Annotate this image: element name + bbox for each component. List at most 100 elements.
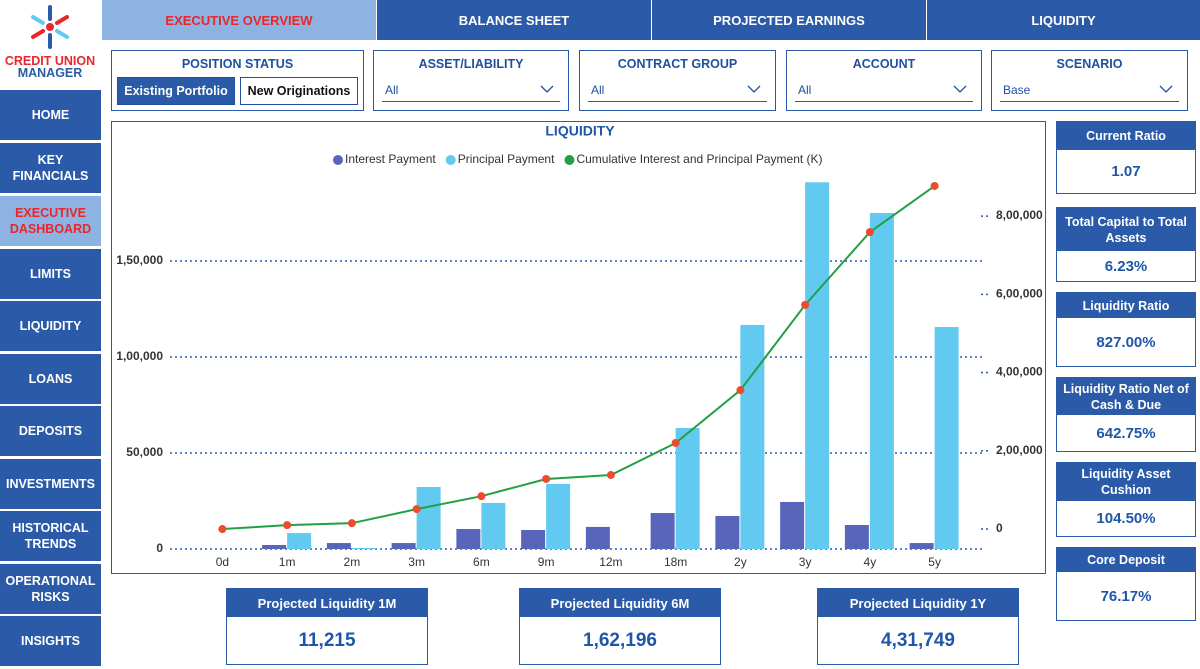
- legend-swatch: [564, 155, 575, 165]
- dropdown-value: All: [798, 83, 812, 97]
- bar: [909, 543, 934, 549]
- projected-card: Projected Liquidity 6M 1,62,196: [519, 588, 721, 665]
- chevron: [953, 85, 967, 93]
- nav-button[interactable]: INVESTMENTS: [0, 459, 101, 509]
- nav-button[interactable]: OPERATIONAL RISKS: [0, 564, 101, 614]
- projected-label: Projected Liquidity 1Y: [818, 589, 1018, 617]
- slicer-title: ASSET/LIABILITY: [418, 57, 524, 71]
- chart-title: LIQUIDITY: [545, 123, 615, 139]
- y2-tick-label: 4,00,000: [996, 365, 1043, 379]
- kpi-label: Liquidity Ratio: [1057, 293, 1195, 318]
- kpi-label: Core Deposit: [1057, 548, 1195, 572]
- line-marker: [412, 505, 421, 514]
- x-tick-label: 0d: [216, 555, 229, 569]
- line-marker: [606, 471, 615, 480]
- line-marker: [477, 492, 486, 501]
- tab[interactable]: LIQUIDITY: [927, 0, 1200, 40]
- kpi-label: Liquidity Ratio Net of Cash & Due: [1057, 378, 1195, 415]
- tab[interactable]: PROJECTED EARNINGS: [652, 0, 926, 40]
- kpi-value: 827.00%: [1096, 333, 1156, 351]
- kpi-card: Core Deposit 76.17%: [1056, 547, 1196, 621]
- kpi-card: Liquidity Ratio Net of Cash & Due 642.75%: [1056, 377, 1196, 452]
- line-marker: [347, 519, 356, 528]
- kpi-value: 642.75%: [1096, 424, 1156, 442]
- dropdown[interactable]: All: [795, 79, 973, 102]
- nav-button[interactable]: INSIGHTS: [0, 616, 101, 666]
- x-tick-label: 6m: [473, 555, 490, 569]
- bar: [546, 483, 571, 549]
- nav-button[interactable]: LOANS: [0, 354, 101, 404]
- nav-button[interactable]: EXECUTIVE DASHBOARD: [0, 196, 101, 246]
- bar: [715, 515, 740, 549]
- projected-card: Projected Liquidity 1Y 4,31,749: [817, 588, 1019, 665]
- kpi-label: Total Capital to Total Assets: [1057, 208, 1195, 251]
- kpi-value: 1.07: [1111, 163, 1141, 180]
- nav-button[interactable]: HISTORICAL TRENDS: [0, 511, 101, 561]
- line-marker: [671, 438, 680, 447]
- x-tick-label: 18m: [664, 555, 687, 569]
- bar: [780, 501, 805, 549]
- option-button[interactable]: New Originations: [240, 77, 358, 105]
- dropdown-value: Base: [1003, 83, 1031, 97]
- tab[interactable]: EXECUTIVE OVERVIEW: [102, 0, 376, 40]
- nav-button[interactable]: DEPOSITS: [0, 406, 101, 456]
- option-button[interactable]: Existing Portfolio: [117, 77, 235, 105]
- line: [222, 185, 936, 531]
- x-tick-label: 5y: [928, 555, 941, 569]
- bar: [740, 324, 765, 549]
- y-tick-label: 0: [156, 541, 163, 555]
- y2-tick-label: 6,00,000: [996, 286, 1043, 300]
- dropdown[interactable]: All: [382, 79, 560, 102]
- nav-button[interactable]: HOME: [0, 90, 101, 140]
- y2-tick-label: 2,00,000: [996, 443, 1043, 457]
- kpi-value: 6.23%: [1104, 257, 1148, 275]
- line-marker: [218, 525, 227, 534]
- bar: [326, 543, 351, 549]
- legend-swatch: [445, 155, 456, 165]
- kpi-label: Liquidity Asset Cushion: [1057, 463, 1195, 501]
- slicer: CONTRACT GROUP All: [579, 50, 776, 111]
- nav-button[interactable]: KEY FINANCIALS: [0, 143, 101, 193]
- x-tick-label: 3y: [799, 555, 812, 569]
- x-tick-label: 4y: [864, 555, 877, 569]
- projected-value: 4,31,749: [881, 629, 955, 651]
- projected-label: Projected Liquidity 1M: [227, 589, 427, 617]
- x-tick-label: 9m: [538, 555, 555, 569]
- slicer-title: ACCOUNT: [852, 57, 916, 71]
- dropdown[interactable]: Base: [1000, 79, 1179, 102]
- nav-button[interactable]: LIMITS: [0, 249, 101, 299]
- chevron: [747, 85, 761, 93]
- kpi-card: Total Capital to Total Assets 6.23%: [1056, 207, 1196, 282]
- line-marker: [542, 474, 551, 483]
- legend-label: Principal Payment: [458, 152, 555, 166]
- bar: [262, 544, 287, 549]
- bar: [456, 529, 481, 549]
- dropdown[interactable]: All: [588, 79, 767, 102]
- kpi-value: 76.17%: [1100, 587, 1152, 605]
- legend-label: Cumulative Interest and Principal Paymen…: [576, 152, 822, 166]
- projected-value: 11,215: [298, 629, 356, 651]
- position-status: POSITION STATUS: [111, 50, 364, 111]
- bar: [351, 548, 376, 549]
- tab[interactable]: BALANCE SHEET: [377, 0, 651, 40]
- x-tick-label: 2m: [344, 555, 361, 569]
- projected-card: Projected Liquidity 1M 11,215: [226, 588, 428, 665]
- legend-swatch: [333, 155, 343, 165]
- bar: [585, 526, 610, 549]
- bar: [650, 513, 675, 549]
- kpi-label: Current Ratio: [1057, 122, 1195, 150]
- projected-label: Projected Liquidity 6M: [520, 589, 720, 617]
- x-tick-label: 2y: [734, 555, 747, 569]
- kpi-card: Liquidity Ratio 827.00%: [1056, 292, 1196, 367]
- liquidity-chart: LIQUIDITY 0 50,000 1,00,000 1,50,000 0 2,00,0…: [111, 121, 1046, 574]
- bar: [844, 525, 869, 549]
- logo: CREDIT UNION MANAGER: [0, 0, 100, 88]
- kpi-card: Liquidity Asset Cushion 104.50%: [1056, 462, 1196, 537]
- bar: [521, 529, 546, 549]
- y2-tick-label: 8,00,000: [996, 208, 1043, 222]
- nav-button[interactable]: LIQUIDITY: [0, 301, 101, 351]
- slicer: ASSET/LIABILITY All: [373, 50, 569, 111]
- x-tick-label: 1m: [279, 555, 296, 569]
- bar: [934, 327, 959, 549]
